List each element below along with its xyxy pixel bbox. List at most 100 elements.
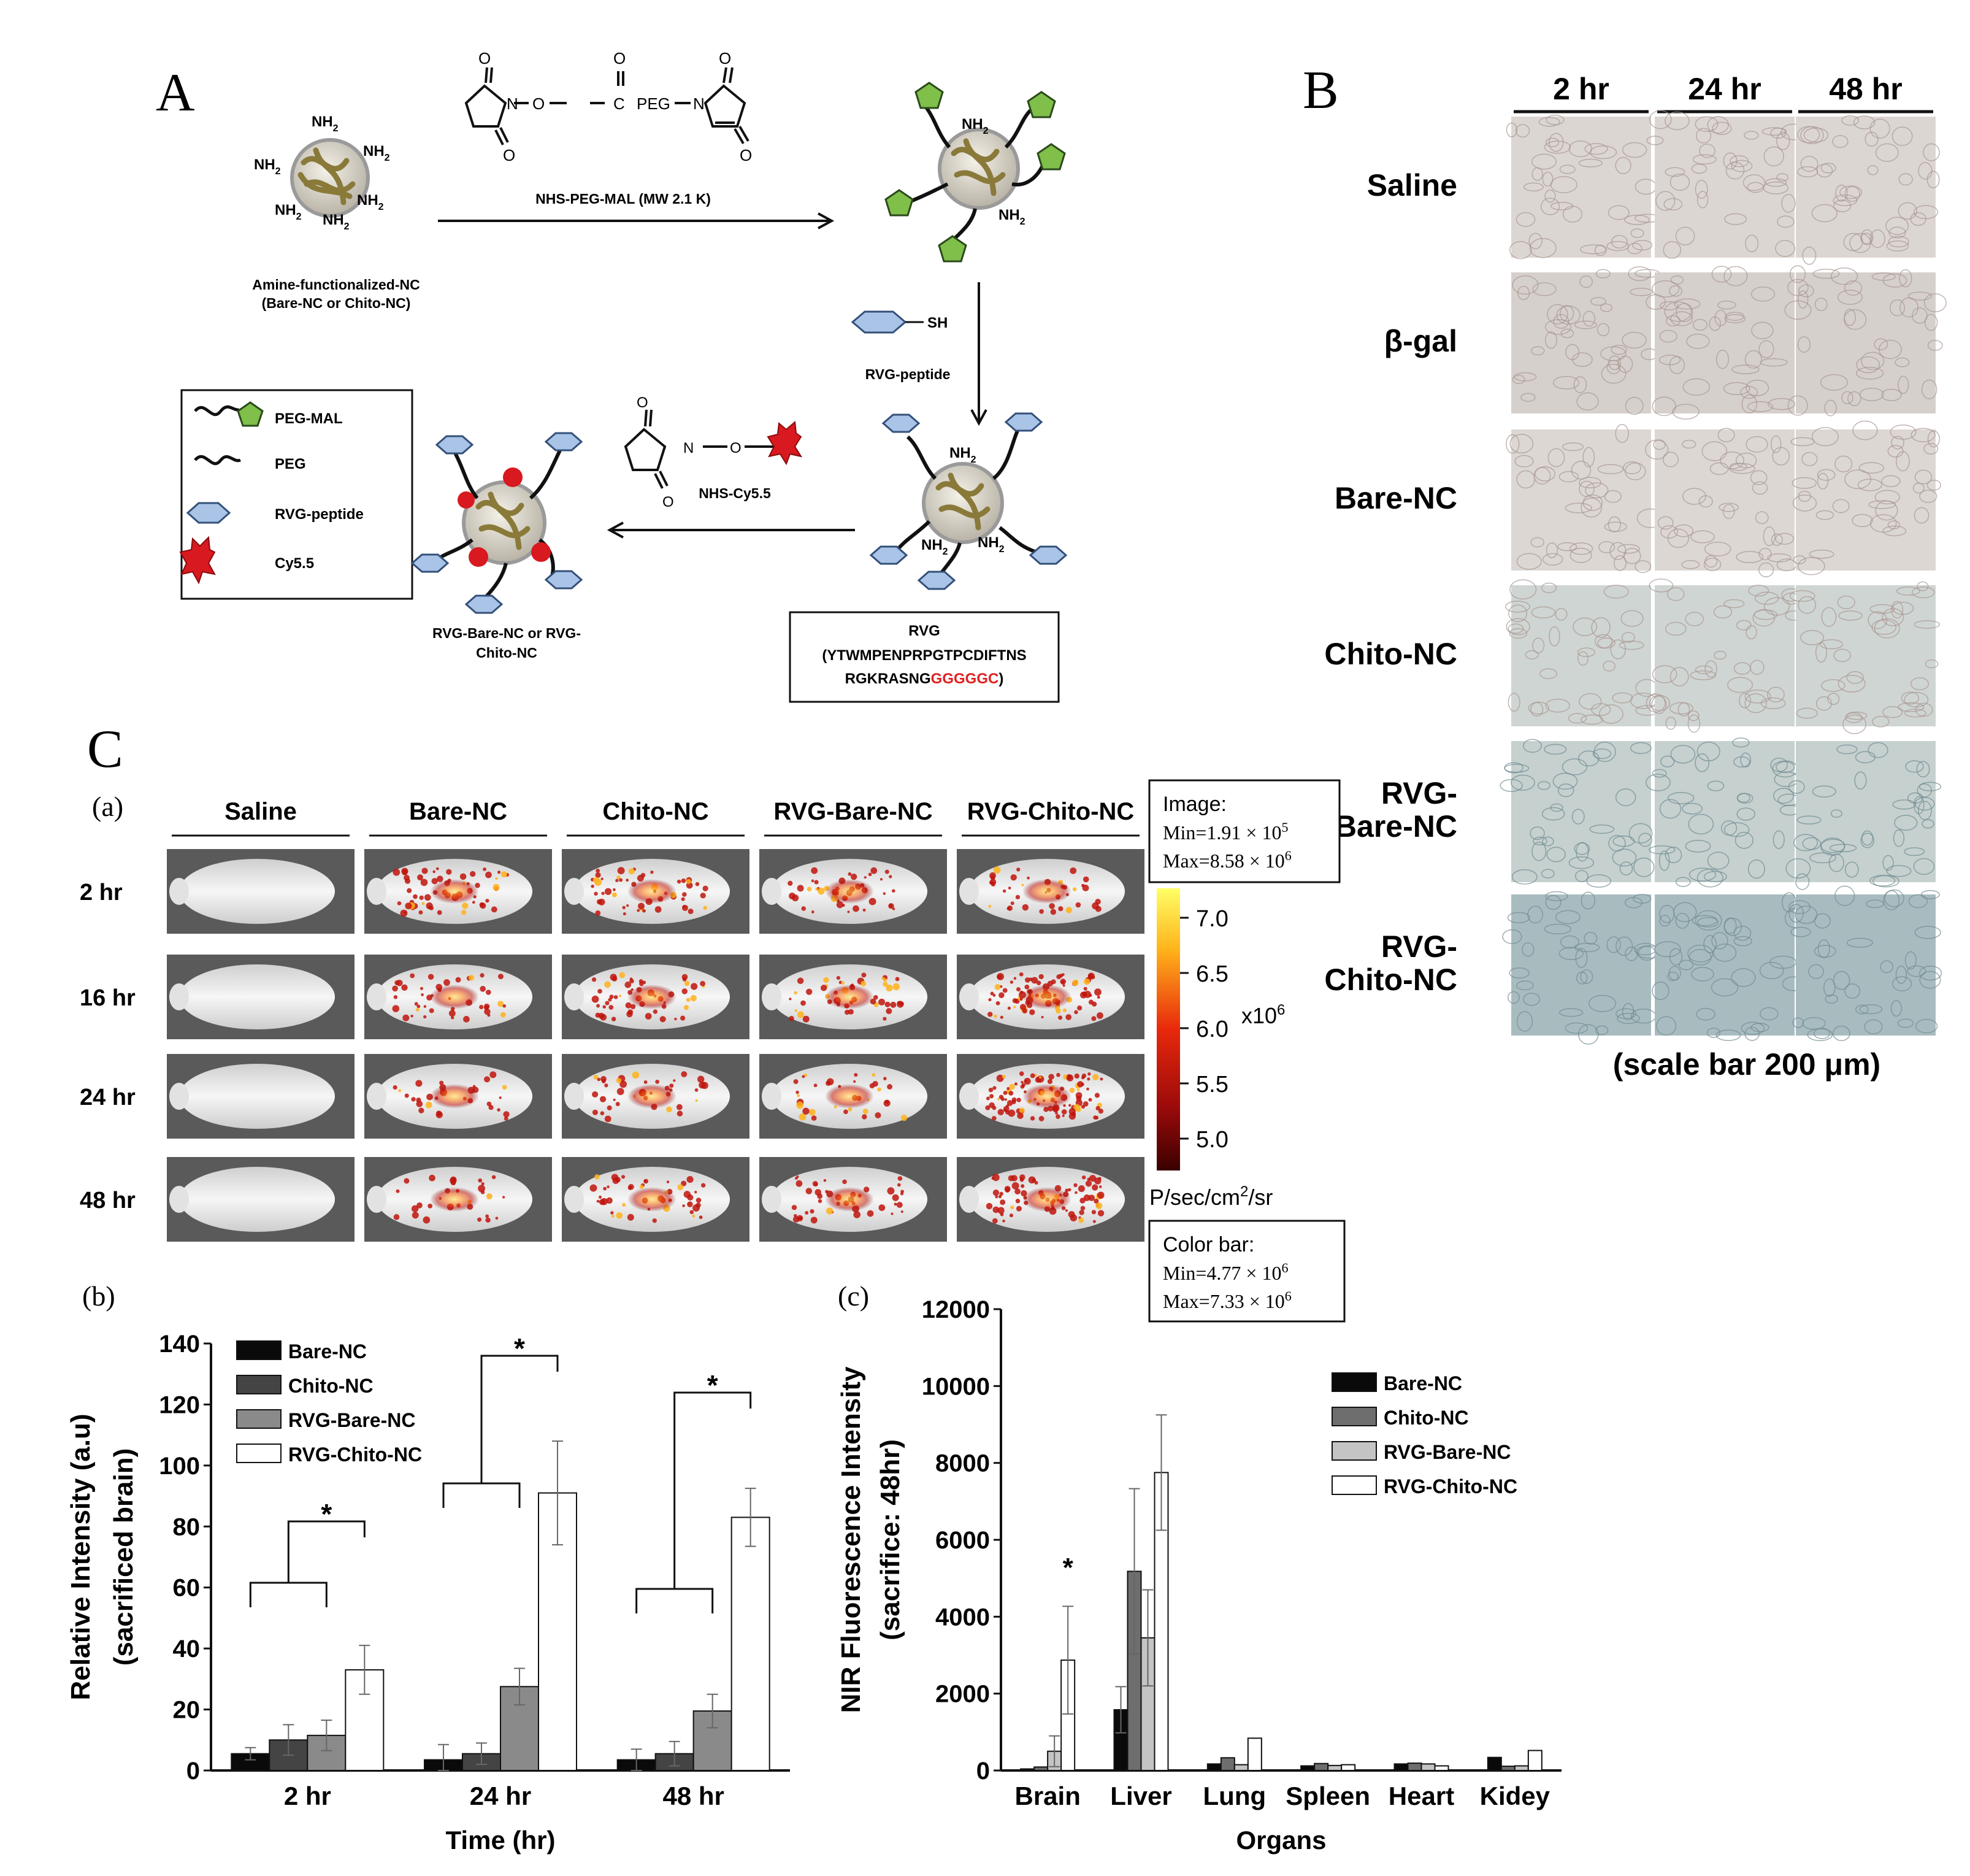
histology-tile bbox=[1502, 891, 1662, 1045]
colorbar-tick-label: 6.0 bbox=[1196, 1017, 1228, 1042]
rvg-peptide-label: RVG-peptide bbox=[865, 366, 951, 382]
svg-text:NH2: NH2 bbox=[949, 445, 976, 465]
bar bbox=[1206, 1763, 1222, 1772]
y-tick-label: 40 bbox=[173, 1636, 201, 1663]
histology-row-label: Bare-NC bbox=[1335, 481, 1457, 515]
svg-text:O: O bbox=[478, 49, 491, 67]
legend-swatch bbox=[236, 1444, 282, 1463]
sh-label: SH bbox=[927, 315, 948, 331]
imaging-col-header: Chito-NC bbox=[602, 798, 708, 825]
bar bbox=[1527, 1750, 1543, 1771]
histology-col-header: 24 hr bbox=[1688, 72, 1761, 106]
mouse-image-tile bbox=[562, 849, 749, 934]
legend-swatch bbox=[236, 1375, 282, 1394]
legend-swatch bbox=[1332, 1441, 1377, 1461]
svg-text:NH2: NH2 bbox=[998, 207, 1025, 227]
y-tick-label: 80 bbox=[173, 1513, 201, 1540]
product-label-line1: RVG-Bare-NC or RVG- bbox=[432, 625, 581, 641]
colorbar-tick-label: 6.5 bbox=[1196, 961, 1228, 987]
svg-text:PEG: PEG bbox=[637, 94, 670, 113]
y-tick-label: 20 bbox=[173, 1697, 201, 1724]
imaging-col-header: Saline bbox=[224, 798, 297, 825]
panel-a: A NH2 NH2 NH2 NH2 NH2 NH2 Amine-function… bbox=[156, 49, 1068, 703]
imaging-row-label: 48 hr bbox=[80, 1188, 136, 1213]
bar bbox=[1020, 1768, 1035, 1772]
x-axis-title: Organs bbox=[1236, 1826, 1326, 1855]
y-tick-label: 4000 bbox=[935, 1604, 990, 1631]
y-tick-label: 140 bbox=[159, 1331, 200, 1358]
x-tick-label: Kidey bbox=[1480, 1782, 1550, 1810]
significance-star: * bbox=[707, 1369, 718, 1401]
svg-text:O: O bbox=[637, 394, 648, 411]
svg-text:O: O bbox=[532, 94, 545, 113]
bar bbox=[1434, 1765, 1449, 1771]
panel-c-sub-b: (b) bbox=[82, 1280, 115, 1312]
imaging-row-label: 2 hr bbox=[80, 880, 123, 905]
histology-tile bbox=[1784, 265, 1947, 417]
mouse-image-tile bbox=[759, 849, 947, 934]
significance-bracket-high bbox=[673, 1391, 752, 1589]
significance-bracket-low bbox=[249, 1582, 328, 1607]
svg-text:Image:: Image: bbox=[1163, 793, 1227, 816]
histology-row-label: Chito-NC bbox=[1324, 637, 1457, 671]
mouse-image-tile bbox=[957, 1054, 1144, 1139]
svg-text:NH2: NH2 bbox=[921, 537, 948, 557]
scale-bar-note: (scale bar 200 μm) bbox=[1613, 1047, 1880, 1082]
x-tick-label: Brain bbox=[1014, 1782, 1080, 1810]
imaging-col-header: RVG-Bare-NC bbox=[773, 798, 932, 825]
legend-swatch bbox=[1332, 1407, 1377, 1426]
mouse-image-tile bbox=[562, 955, 749, 1039]
bar bbox=[1327, 1764, 1343, 1771]
reagent-label: NHS-PEG-MAL (MW 2.1 K) bbox=[535, 191, 711, 207]
y-axis-title: NIR Fluorescence Intensity bbox=[836, 1366, 866, 1713]
svg-text:NH2: NH2 bbox=[978, 534, 1005, 555]
legend-label: Bare-NC bbox=[288, 1340, 367, 1363]
histology-tile bbox=[1500, 739, 1655, 888]
x-tick-label: Liver bbox=[1110, 1782, 1171, 1810]
chart-b: 0 20 40 60 80 100 120 140 2 hr 24 hr 48 hr Time (hr… bbox=[66, 1331, 790, 1855]
bar bbox=[1233, 1764, 1249, 1772]
amine-nanocluster bbox=[290, 138, 370, 218]
peg-icon bbox=[194, 455, 241, 466]
svg-text:Max=8.58 × 106: Max=8.58 × 106 bbox=[1163, 848, 1292, 872]
histology-row-label: RVG- bbox=[1381, 929, 1457, 964]
colorbar-tick-label: 7.0 bbox=[1196, 906, 1228, 932]
svg-text:NH2: NH2 bbox=[312, 113, 339, 134]
bar bbox=[1487, 1756, 1502, 1772]
histology-tile bbox=[1788, 885, 1942, 1042]
cy55-label: NHS-Cy5.5 bbox=[699, 485, 771, 501]
imaging-col-header: RVG-Chito-NC bbox=[967, 798, 1135, 825]
histology-tile bbox=[1506, 424, 1665, 573]
legend-label: RVG-Bare-NC bbox=[1384, 1441, 1511, 1463]
colorbar-multiplier: x106 bbox=[1241, 1002, 1285, 1028]
svg-text:Min=1.91 × 105: Min=1.91 × 105 bbox=[1163, 820, 1288, 844]
histology-row-label: RVG- bbox=[1381, 776, 1457, 810]
significance-star: * bbox=[514, 1332, 525, 1364]
legend-label: Chito-NC bbox=[288, 1375, 374, 1397]
rvg-peptide-icon bbox=[851, 310, 907, 334]
significance-bracket-high bbox=[287, 1520, 366, 1583]
bar bbox=[730, 1517, 770, 1771]
mouse-image-tile bbox=[364, 1157, 552, 1242]
histology-row-label: Bare-NC bbox=[1335, 809, 1457, 844]
y-tick-label: 2000 bbox=[935, 1681, 990, 1708]
bar bbox=[1341, 1764, 1356, 1772]
x-tick-label: Heart bbox=[1389, 1782, 1454, 1810]
x-axis-title: Time (hr) bbox=[446, 1826, 556, 1855]
histology-tile bbox=[1645, 428, 1797, 578]
x-tick-label: 48 hr bbox=[662, 1782, 724, 1810]
rvg-particle bbox=[869, 412, 1068, 590]
svg-text:O: O bbox=[662, 494, 674, 510]
mouse-image-tile bbox=[957, 1157, 1144, 1242]
svg-text:C: C bbox=[613, 94, 625, 113]
panel-b-letter: B bbox=[1303, 61, 1339, 120]
y-tick-label: 12000 bbox=[922, 1296, 990, 1323]
y-tick-label: 8000 bbox=[935, 1450, 990, 1477]
chart-c: 0 2000 4000 6000 8000 10000 12000 Brain Liver Lun… bbox=[836, 1296, 1562, 1855]
histology-tile bbox=[1511, 266, 1660, 415]
mouse-image-tile bbox=[759, 1054, 947, 1139]
legend-label: Bare-NC bbox=[1384, 1372, 1462, 1394]
svg-text:O: O bbox=[730, 440, 742, 456]
colorbar-unit: P/sec/cm2/sr bbox=[1149, 1183, 1273, 1210]
